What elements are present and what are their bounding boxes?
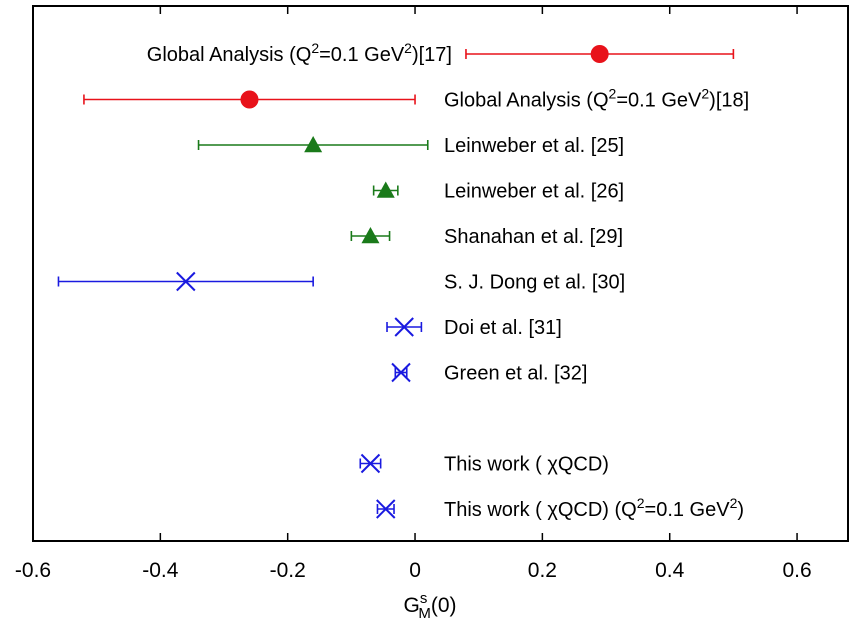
- x-tick-label: -0.2: [270, 559, 306, 582]
- row-label: This work ( χQCD) (Q2=0.1 GeV2): [444, 495, 744, 521]
- data-point-x: [376, 499, 396, 519]
- row-label: Doi et al. [31]: [444, 317, 562, 339]
- data-point-x: [394, 317, 414, 337]
- row-label: Leinweber et al. [25]: [444, 135, 624, 157]
- data-row: Doi et al. [31]: [386, 317, 562, 339]
- plot-frame: [32, 5, 849, 542]
- data-row: Global Analysis (Q2=0.1 GeV2)[18]: [83, 86, 749, 112]
- x-tick-label: -0.6: [15, 559, 51, 582]
- data-point-triangle: [376, 181, 395, 198]
- row-label: Green et al. [32]: [444, 363, 587, 385]
- data-point-triangle: [361, 227, 380, 244]
- row-label: Global Analysis (Q2=0.1 GeV2)[17]: [147, 40, 452, 66]
- data-point-x: [360, 453, 381, 474]
- data-row: This work ( χQCD): [359, 453, 609, 476]
- data-point-circle: [240, 90, 259, 109]
- row-label: This work ( χQCD): [444, 454, 609, 476]
- data-point-x: [176, 271, 196, 292]
- x-axis: -0.6 -0.4 -0.2 0 0.2 0.4 0.6: [15, 6, 812, 582]
- data-point-circle: [590, 45, 609, 63]
- x-tick-label: 0.4: [655, 559, 685, 582]
- x-tick-label: -0.4: [142, 559, 179, 582]
- row-label: Leinweber et al. [26]: [444, 181, 624, 203]
- data-row: Leinweber et al. [25]: [197, 135, 624, 157]
- data-row: Leinweber et al. [26]: [372, 181, 624, 203]
- data-rows: Global Analysis (Q2=0.1 GeV2)[17] Global …: [57, 40, 749, 521]
- data-row: This work ( χQCD) (Q2=0.1 GeV2): [376, 495, 744, 521]
- data-row: S. J. Dong et al. [30]: [57, 271, 625, 294]
- row-label: Shanahan et al. [29]: [444, 226, 623, 248]
- x-tick-label: 0: [409, 559, 421, 582]
- x-axis-label: Gs M(0): [403, 590, 456, 622]
- data-row: Shanahan et al. [29]: [350, 226, 623, 248]
- row-label: S. J. Dong et al. [30]: [444, 272, 625, 294]
- x-tick-label: 0.6: [782, 559, 811, 582]
- row-label: Global Analysis (Q2=0.1 GeV2)[18]: [444, 86, 749, 112]
- data-point-triangle: [304, 136, 323, 153]
- data-point-x: [391, 362, 411, 383]
- data-row: Global Analysis (Q2=0.1 GeV2)[17]: [147, 40, 735, 66]
- data-row: Green et al. [32]: [391, 362, 587, 385]
- x-tick-label: 0.2: [528, 559, 557, 582]
